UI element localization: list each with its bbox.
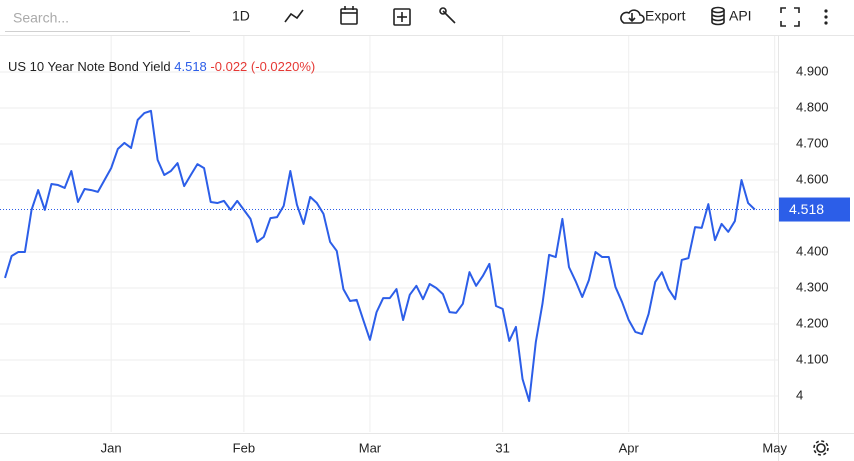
fullscreen-icon[interactable]: [780, 7, 800, 27]
y-tick-label: 4.600: [796, 171, 829, 186]
legend: US 10 Year Note Bond Yield 4.518 -0.022 …: [8, 59, 315, 74]
last-value: 4.518: [174, 59, 207, 74]
x-tick-label: Apr: [619, 440, 640, 455]
x-tick-label: Feb: [233, 440, 255, 455]
last-price-label: 4.518: [789, 201, 824, 217]
api-button[interactable]: API: [729, 8, 752, 24]
grid: [0, 36, 778, 432]
gear-icon[interactable]: [813, 440, 829, 456]
export-icon[interactable]: [620, 9, 645, 24]
search-input[interactable]: Search...: [13, 10, 69, 26]
interval-button[interactable]: 1D: [232, 8, 250, 24]
y-tick-label: 4.700: [796, 135, 829, 150]
y-tick-label: 4.800: [796, 99, 829, 114]
y-tick-label: 4.900: [796, 63, 829, 78]
chart-type-icon[interactable]: [284, 9, 304, 23]
legend-series-name: US 10 Year Note Bond Yield 4.518 -0.022 …: [8, 59, 315, 74]
change: -0.022: [210, 59, 247, 74]
y-tick-label: 4.200: [796, 315, 829, 330]
settings-wrench-icon[interactable]: [439, 7, 456, 24]
x-tick-label: Jan: [101, 440, 122, 455]
series-name: US 10 Year Note Bond Yield: [8, 59, 171, 74]
y-tick-label: 4.100: [796, 351, 829, 366]
add-indicator-icon[interactable]: [393, 8, 411, 26]
x-tick-label: Mar: [359, 440, 382, 455]
more-menu[interactable]: [824, 9, 828, 25]
calendar-icon[interactable]: [340, 6, 358, 25]
y-tick-label: 4.400: [796, 243, 829, 258]
line-series: [4, 109, 756, 403]
export-button[interactable]: Export: [645, 8, 686, 24]
plot: [0, 109, 778, 403]
y-tick-label: 4.300: [796, 279, 829, 294]
x-tick-label: May: [762, 440, 787, 455]
y-tick-label: 4: [796, 387, 803, 402]
api-icon[interactable]: [711, 6, 725, 26]
x-tick-label: 31: [495, 440, 509, 455]
change-percent: (-0.0220%): [251, 59, 315, 74]
toolbar: Search... 1D Export API: [0, 6, 854, 36]
last-price-box: [779, 197, 850, 222]
